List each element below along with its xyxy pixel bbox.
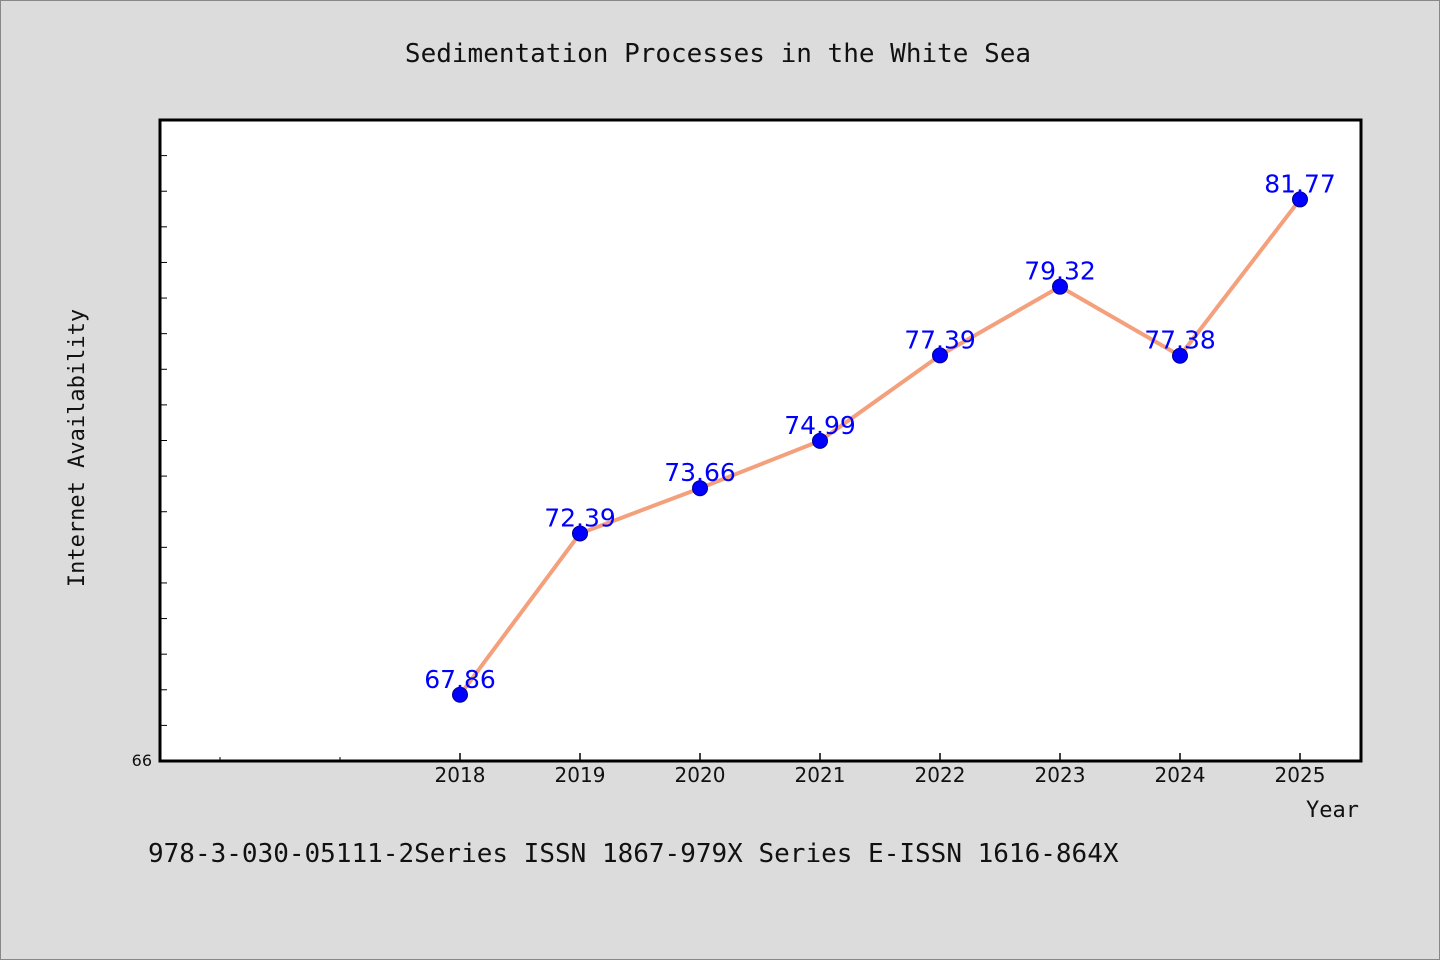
y-tick-label: 66	[132, 751, 152, 770]
data-label: 81.77	[1264, 169, 1336, 198]
x-tick-label: 2024	[1155, 763, 1206, 787]
x-tick-label: 2018	[435, 763, 486, 787]
data-label: 73.66	[664, 458, 736, 487]
data-point	[1292, 191, 1308, 208]
data-point	[692, 480, 708, 497]
x-axis-ticks: 2018 2019 2020 2021 2022 2023 2024 2025	[219, 753, 1326, 787]
plot-area	[158, 118, 1363, 763]
data-point	[452, 686, 468, 703]
y-axis-label: Internet Availability	[65, 309, 90, 587]
x-tick-label: 2025	[1275, 763, 1326, 787]
x-tick-label: 2022	[915, 763, 966, 787]
x-axis-label: Year	[1306, 798, 1359, 823]
data-point	[932, 347, 948, 364]
y-axis-ticks	[160, 155, 167, 726]
series-line	[458, 197, 1302, 697]
x-tick-label: 2020	[675, 763, 726, 787]
x-tick-label: 2021	[795, 763, 846, 787]
x-tick-label: 2019	[555, 763, 606, 787]
data-label: 77.39	[904, 325, 976, 354]
data-label: 72.39	[544, 503, 616, 532]
data-label: 67.86	[424, 665, 496, 694]
data-label: 77.38	[1144, 326, 1216, 355]
chart-title: Sedimentation Processes in the White Sea	[405, 39, 1031, 69]
data-point	[1052, 278, 1068, 295]
x-tick-label: 2023	[1035, 763, 1086, 787]
data-point	[572, 525, 588, 542]
data-point	[812, 432, 828, 449]
footer-isbn-text: 978-3-030-05111-2Series ISSN 1867-979X S…	[148, 839, 1119, 869]
data-label: 79.32	[1024, 257, 1096, 286]
data-point	[1172, 347, 1188, 364]
data-label: 74.99	[784, 411, 856, 440]
series-line-group: 67.86 72.39 73.66 74.99 77.39 79.32 77.38 81.77	[424, 169, 1336, 703]
